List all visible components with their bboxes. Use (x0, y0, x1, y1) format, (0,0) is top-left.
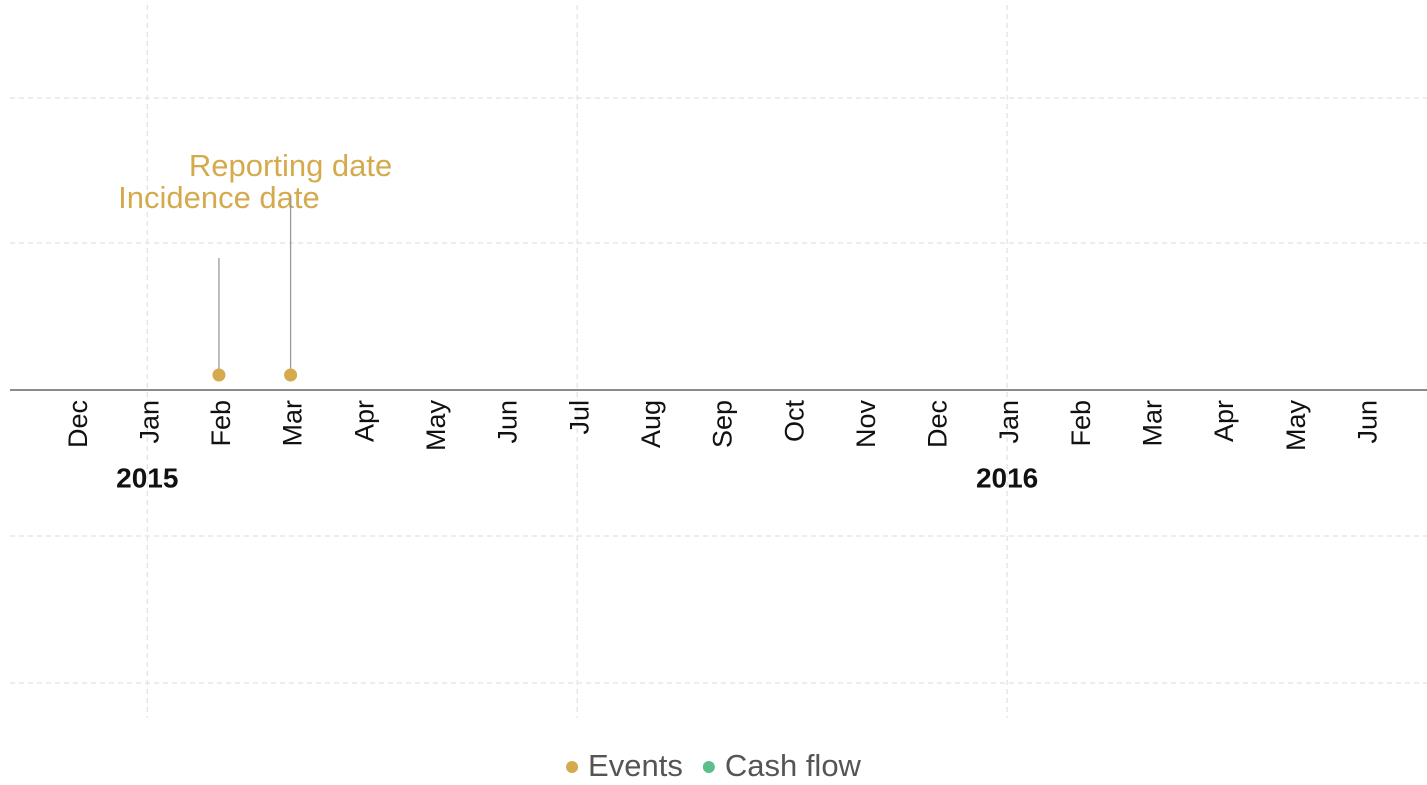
horizontal-grid (10, 97, 1427, 684)
x-tick-label: Jul (564, 400, 594, 435)
x-tick-label: Apr (1209, 400, 1239, 442)
legend-label: Cash flow (725, 748, 862, 783)
x-tick-label: Sep (708, 400, 738, 448)
x-tick-label: Mar (278, 400, 308, 447)
x-tick-label: Jan (134, 400, 164, 444)
x-tick-label: Jun (1352, 400, 1382, 444)
legend-marker (566, 761, 579, 773)
legend: Events Cash flow (566, 748, 862, 783)
x-tick-label: May (1281, 400, 1311, 452)
x-tick-label: Feb (1066, 400, 1096, 447)
legend-marker (702, 761, 715, 773)
x-tick-label: May (421, 400, 451, 452)
x-tick-label: Jan (994, 400, 1024, 444)
year-label: 2016 (976, 462, 1038, 493)
x-tick-label: Oct (779, 400, 809, 443)
x-tick-label: Jun (493, 400, 523, 444)
x-tick-label: Feb (206, 400, 236, 447)
x-tick-label: Dec (63, 400, 93, 448)
event-label: Incidence date (118, 180, 320, 215)
event-point (284, 368, 298, 382)
event-point (212, 368, 226, 382)
year-label: 2015 (116, 462, 178, 493)
x-tick-label: Dec (923, 400, 953, 448)
x-tick-label: Nov (851, 400, 881, 449)
x-tick-label: Apr (349, 400, 379, 442)
legend-label: Events (588, 748, 683, 783)
event-label: Reporting date (189, 148, 392, 183)
x-tick-label: Mar (1138, 400, 1168, 447)
x-tick-label: Aug (636, 400, 666, 448)
